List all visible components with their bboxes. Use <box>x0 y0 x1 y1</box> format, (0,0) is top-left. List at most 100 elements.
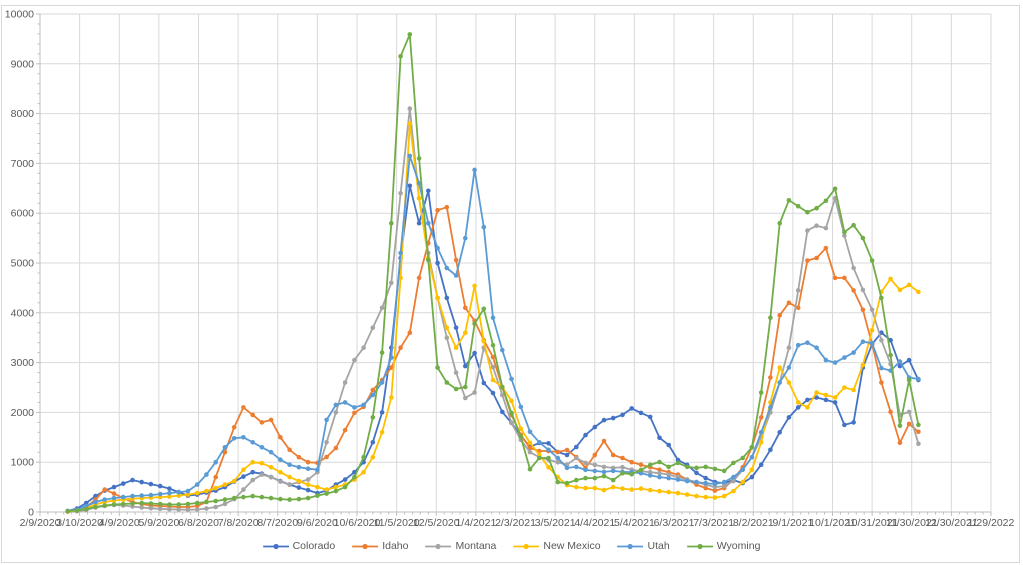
data-point-marker <box>241 435 246 440</box>
data-point-marker <box>869 327 875 333</box>
data-point-marker <box>389 355 394 360</box>
legend-item-idaho[interactable]: Idaho <box>352 540 408 552</box>
data-point-marker <box>379 350 385 355</box>
data-point-marker <box>509 376 514 382</box>
data-point-marker <box>463 305 468 311</box>
data-point-marker <box>490 342 496 348</box>
data-point-marker <box>352 410 357 416</box>
x-tick-label: 11/30/2021 <box>886 517 938 529</box>
data-point-marker <box>842 275 847 281</box>
data-point-marker <box>601 464 607 470</box>
series-wyoming <box>65 32 921 514</box>
data-point-marker <box>407 183 413 189</box>
data-point-marker <box>712 466 718 472</box>
data-point-marker <box>768 405 773 410</box>
data-point-marker <box>537 455 542 461</box>
data-point-marker <box>647 487 653 493</box>
data-point-marker <box>638 486 644 491</box>
legend-item-montana[interactable]: Montana <box>425 540 496 552</box>
data-point-marker <box>851 222 856 228</box>
data-point-marker <box>758 390 764 395</box>
data-point-marker <box>176 493 181 498</box>
data-point-marker <box>879 380 884 385</box>
data-point-marker <box>694 493 699 499</box>
data-point-marker <box>694 479 699 485</box>
data-point-marker <box>842 385 847 390</box>
data-point-marker <box>805 258 810 263</box>
data-point-marker <box>500 384 505 390</box>
data-point-marker <box>481 224 487 230</box>
x-tick-label: 4/9/2020 <box>99 517 140 529</box>
y-tick-label: 9000 <box>11 58 35 70</box>
series-utah <box>65 153 921 514</box>
data-point-marker <box>851 350 856 355</box>
data-point-marker <box>768 315 773 321</box>
chart-area-border <box>1 5 1020 563</box>
data-point-marker <box>102 487 107 492</box>
data-point-marker <box>268 495 274 501</box>
data-point-marker <box>518 404 524 410</box>
data-point-marker <box>500 347 505 353</box>
data-point-marker <box>814 255 819 261</box>
data-point-marker <box>629 487 634 492</box>
data-point-marker <box>416 181 422 186</box>
x-tick-label: 1/4/2021 <box>455 517 496 529</box>
data-point-marker <box>241 494 246 500</box>
data-point-marker <box>574 484 579 490</box>
data-point-marker <box>148 506 154 511</box>
data-point-marker <box>869 258 875 263</box>
x-tick-label: 9/1/2021 <box>772 517 813 529</box>
series-line-wyoming <box>66 33 920 512</box>
data-point-marker <box>453 273 459 278</box>
data-point-marker <box>527 466 533 472</box>
data-point-marker <box>130 477 135 483</box>
data-point-marker <box>777 430 782 435</box>
data-point-marker <box>527 449 533 455</box>
data-point-marker <box>906 282 912 288</box>
data-point-marker <box>342 380 348 385</box>
data-point-marker <box>490 390 496 396</box>
data-point-marker <box>657 488 662 494</box>
data-point-marker <box>444 325 450 331</box>
data-point-marker <box>333 410 339 415</box>
data-point-marker <box>268 464 274 470</box>
data-point-marker <box>712 481 718 487</box>
data-point-marker <box>768 375 773 380</box>
data-point-marker <box>463 235 468 241</box>
data-point-marker <box>426 188 431 194</box>
data-point-marker <box>389 365 394 370</box>
data-point-marker <box>860 287 866 293</box>
data-point-marker <box>287 462 292 468</box>
legend-item-new-mexico[interactable]: New Mexico <box>513 540 601 552</box>
data-point-marker <box>324 417 329 423</box>
data-point-marker <box>176 489 181 495</box>
legend-marker-new-mexico <box>513 543 540 549</box>
x-tick-label: 2/9/2020 <box>20 517 61 529</box>
data-point-marker <box>472 321 477 327</box>
data-point-marker <box>472 390 477 395</box>
data-point-marker <box>167 494 172 499</box>
data-point-marker <box>416 156 422 161</box>
data-point-marker <box>546 447 551 453</box>
data-point-marker <box>231 495 237 501</box>
data-point-marker <box>546 464 551 470</box>
legend-item-colorado[interactable]: Colorado <box>262 540 335 552</box>
data-point-marker <box>361 469 366 475</box>
data-point-marker <box>407 153 413 159</box>
data-point-marker <box>592 468 598 474</box>
data-point-marker <box>250 477 255 483</box>
data-point-marker <box>795 305 801 311</box>
data-point-marker <box>916 441 921 447</box>
data-point-marker <box>453 325 459 331</box>
legend-item-wyoming[interactable]: Wyoming <box>686 540 760 552</box>
data-point-marker <box>500 392 505 398</box>
data-point-marker <box>324 440 329 445</box>
data-point-marker <box>795 342 801 348</box>
data-point-marker <box>657 470 662 476</box>
data-point-marker <box>148 481 154 487</box>
y-tick-label: 7000 <box>11 158 35 170</box>
data-point-marker <box>204 499 209 505</box>
data-point-marker <box>222 445 228 450</box>
legend-item-utah[interactable]: Utah <box>617 540 670 552</box>
data-point-marker <box>814 205 819 211</box>
